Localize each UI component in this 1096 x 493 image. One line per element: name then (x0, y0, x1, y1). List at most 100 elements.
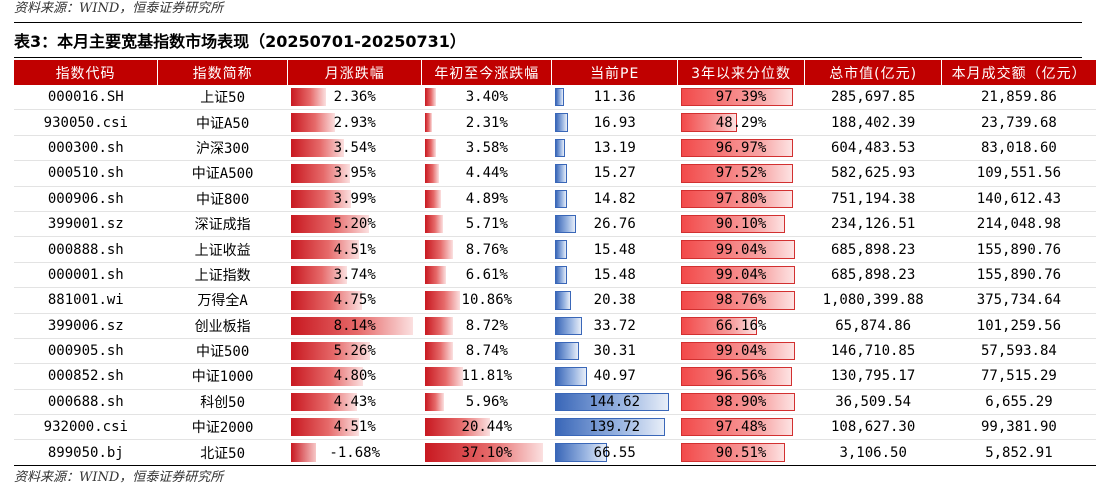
month-change-cell: 8.14% (287, 313, 422, 339)
ytd-change-cell-value: 8.74% (465, 343, 508, 360)
month-change-cell-bar (290, 189, 351, 208)
turnover-cell: 99,381.90 (941, 414, 1096, 441)
pe-cell: 16.93 (551, 109, 678, 136)
index-name-cell: 中证A500 (157, 160, 288, 187)
percentile-cell: 97.48% (677, 414, 805, 441)
ytd-change-cell-bar (424, 138, 436, 158)
index-code-cell: 000905.sh (14, 338, 158, 365)
pe-cell-value: 33.72 (593, 317, 636, 334)
percentile-cell-bar (680, 265, 795, 285)
market-cap-cell: 285,697.85 (804, 85, 942, 111)
pe-cell-value: 20.38 (593, 292, 636, 309)
turnover-cell: 375,734.64 (941, 287, 1096, 314)
pe-cell-value: 26.76 (593, 216, 636, 233)
percentile-cell: 96.97% (677, 135, 805, 162)
pe-cell-value: 15.48 (593, 241, 636, 258)
market-cap-cell: 108,627.30 (804, 414, 942, 441)
percentile-cell-bar (680, 189, 793, 208)
index-name-cell: 北证50 (157, 439, 288, 466)
month-change-cell-bar (290, 138, 344, 158)
market-cap-cell: 130,795.17 (804, 363, 942, 390)
turnover-cell: 140,612.43 (941, 186, 1096, 212)
index-name-cell: 中证2000 (157, 414, 288, 441)
percentile-cell: 99.04% (677, 236, 805, 263)
turnover-cell: 155,890.76 (941, 262, 1096, 289)
ytd-change-cell-value: 5.96% (465, 393, 508, 410)
percentile-cell-bar (680, 88, 793, 107)
month-change-cell: 3.99% (287, 186, 422, 212)
index-code-cell: 000906.sh (14, 186, 158, 212)
percentile-cell-value: 90.10% (715, 216, 767, 233)
percentile-cell-value: 99.04% (715, 343, 767, 360)
pe-cell-bar (554, 214, 576, 234)
pe-cell-bar (554, 341, 579, 361)
percentile-cell-bar (680, 113, 737, 132)
market-cap-cell: 146,710.85 (804, 338, 942, 365)
market-cap-cell: 751,194.38 (804, 186, 942, 212)
market-cap-cell: 685,898.23 (804, 262, 942, 289)
ytd-change-cell-bar (424, 367, 463, 386)
pe-cell-bar (554, 392, 669, 412)
index-code-cell: 000888.sh (14, 236, 158, 263)
ytd-change-cell: 4.44% (421, 160, 552, 187)
market-cap-cell: 604,483.53 (804, 135, 942, 162)
month-change-cell-bar (290, 316, 413, 335)
pe-cell-bar (554, 418, 665, 437)
pe-cell-bar (554, 138, 565, 158)
percentile-cell: 99.04% (677, 338, 805, 365)
percentile-cell-value: 98.90% (715, 393, 767, 410)
table-row: 899050.bj 北证50 -1.68% 37.10% 66.55 90.51% 3,10… (14, 439, 1096, 466)
market-cap-cell: 65,874.86 (804, 313, 942, 339)
table-row: 932000.csi 中证2000 4.51% 20.44% 139.72 97.48% 1… (14, 414, 1096, 441)
month-change-cell-value: -1.68% (329, 444, 380, 461)
percentile-cell-bar (680, 240, 795, 259)
pe-cell-value: 15.48 (593, 266, 636, 283)
title-divider (14, 57, 1082, 58)
pe-cell-bar (554, 164, 567, 183)
month-change-cell-bar (290, 240, 359, 259)
percentile-cell-bar (680, 367, 792, 386)
month-change-cell-bar (290, 418, 359, 437)
pe-cell: 66.55 (551, 439, 678, 466)
pe-cell-value: 15.27 (593, 165, 636, 182)
month-change-cell-value: 4.51% (333, 419, 376, 436)
ytd-change-cell-bar (424, 88, 436, 107)
ytd-change-cell-bar (424, 443, 543, 462)
ytd-change-cell-bar (424, 164, 439, 183)
pe-cell-bar (554, 240, 567, 259)
month-change-cell-value: 3.74% (333, 266, 376, 283)
pe-cell: 144.62 (551, 389, 678, 416)
ytd-change-cell: 10.86% (421, 287, 552, 314)
ytd-change-cell-value: 4.44% (465, 165, 508, 182)
month-change-cell-bar (290, 341, 370, 361)
turnover-cell: 21,859.86 (941, 85, 1096, 111)
percentile-cell: 66.16% (677, 313, 805, 339)
month-change-cell: 2.36% (287, 85, 422, 111)
ytd-change-cell: 2.31% (421, 109, 552, 136)
index-name-cell: 科创50 (157, 389, 288, 416)
pe-cell: 139.72 (551, 414, 678, 441)
table-row: 000001.sh 上证指数 3.74% 6.61% 15.48 99.04% 685,89… (14, 262, 1096, 289)
pe-cell: 40.97 (551, 363, 678, 390)
ytd-change-cell-bar (424, 341, 453, 361)
month-change-cell-value: 4.43% (333, 393, 376, 410)
month-change-cell-value: 5.20% (333, 216, 376, 233)
index-code-cell: 932000.csi (14, 414, 158, 441)
pe-cell: 20.38 (551, 287, 678, 314)
pe-cell-bar (554, 189, 567, 208)
ytd-change-cell-bar (424, 392, 444, 412)
percentile-cell-value: 99.04% (715, 241, 767, 258)
pe-cell: 13.19 (551, 135, 678, 162)
market-cap-cell: 582,625.93 (804, 160, 942, 187)
month-change-cell-bar (290, 291, 362, 310)
turnover-cell: 155,890.76 (941, 236, 1096, 263)
percentile-cell-value: 99.04% (715, 266, 767, 283)
index-code-cell: 899050.bj (14, 439, 158, 466)
percentile-cell-bar (680, 138, 793, 158)
ytd-change-cell: 8.76% (421, 236, 552, 263)
table-row: 000688.sh 科创50 4.43% 5.96% 144.62 98.90% 36,50… (14, 389, 1096, 416)
pe-cell-value: 13.19 (593, 139, 636, 156)
pe-cell-value: 14.82 (593, 190, 636, 207)
index-name-cell: 创业板指 (157, 313, 288, 339)
index-code-cell: 000852.sh (14, 363, 158, 390)
